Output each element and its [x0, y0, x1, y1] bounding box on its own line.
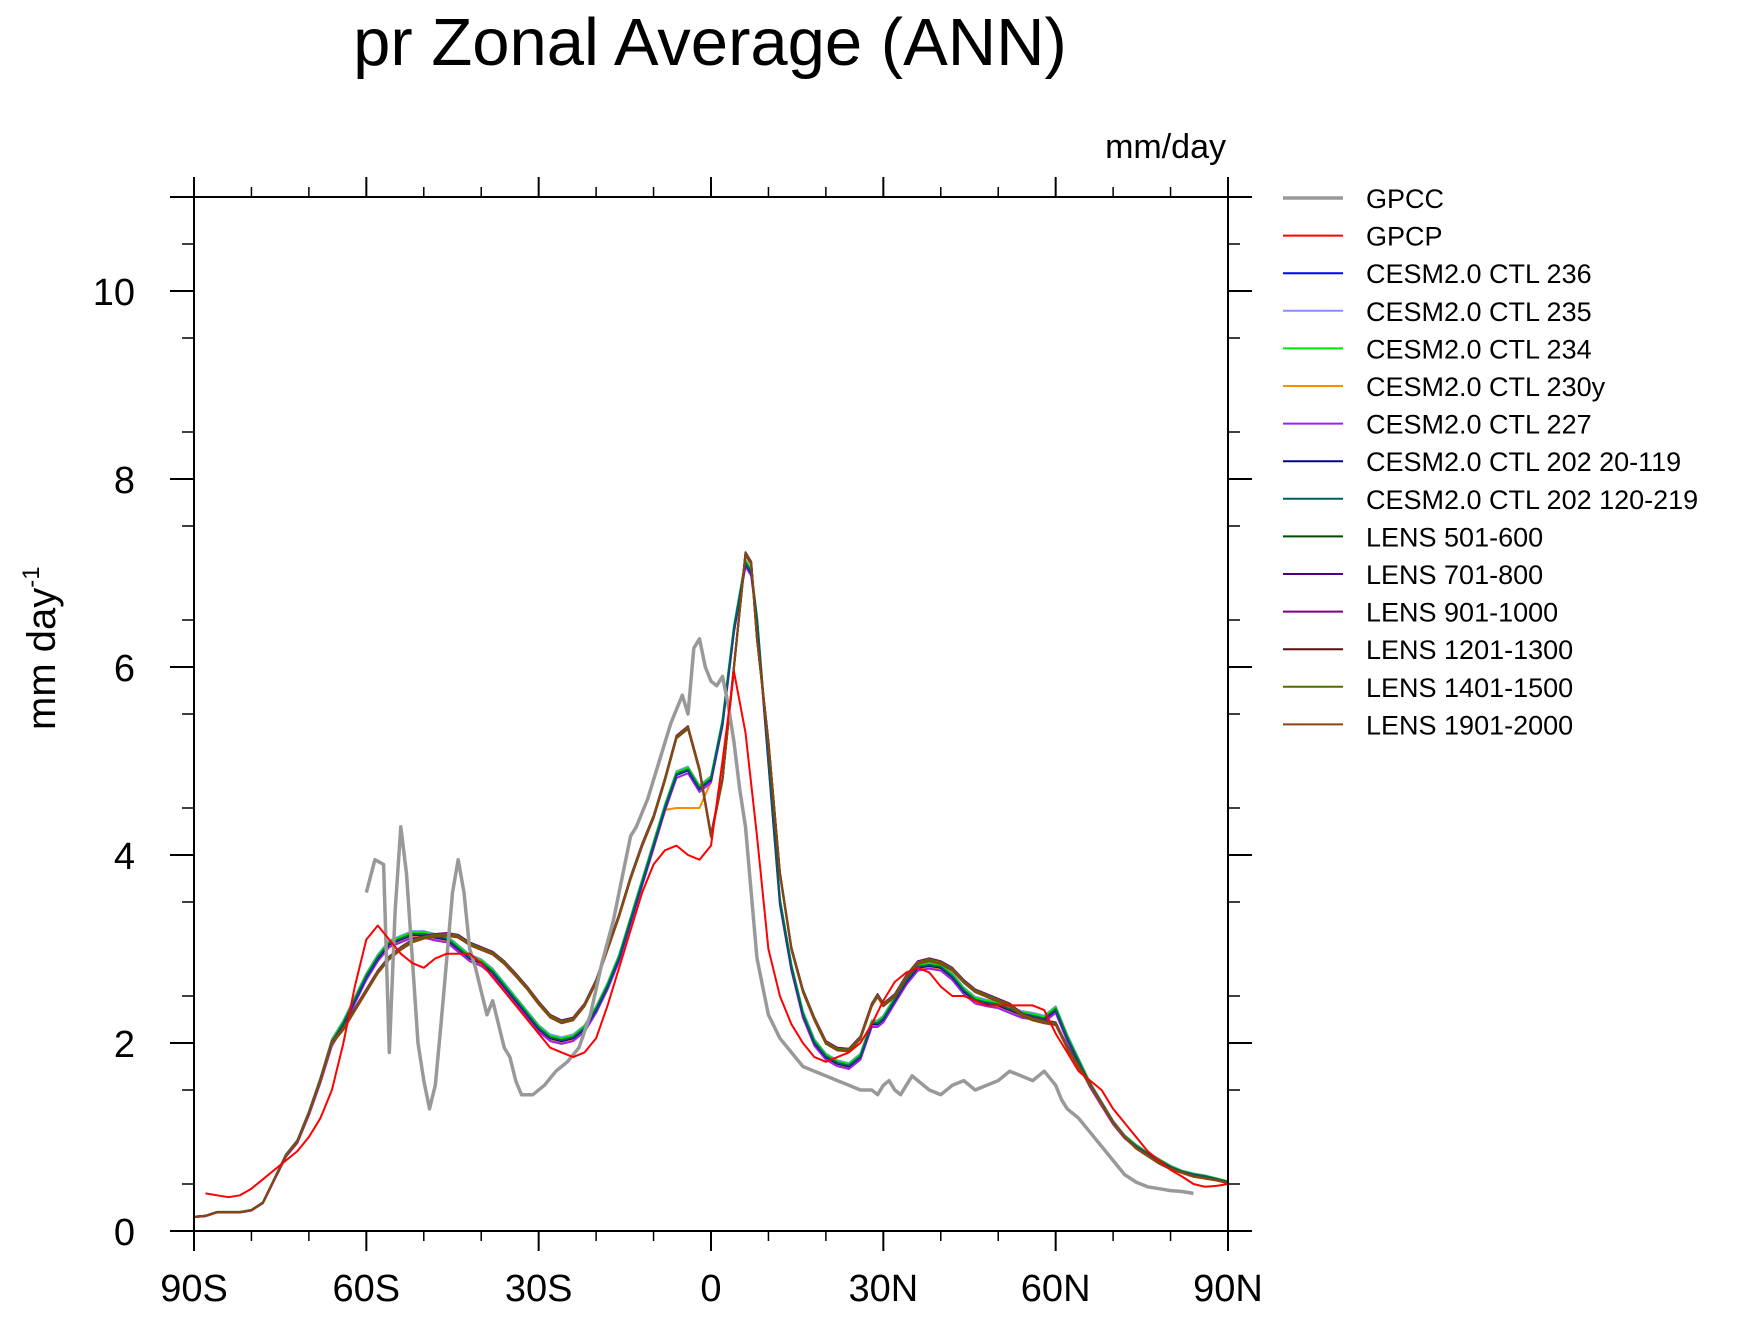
- series-line: [194, 564, 1228, 1218]
- legend-label: CESM2.0 CTL 236: [1366, 259, 1592, 289]
- plot-frame: [193, 196, 1229, 1232]
- legend-label: LENS 1401-1500: [1366, 673, 1573, 703]
- series-line: [194, 560, 1228, 1218]
- series-lines: [194, 551, 1228, 1219]
- legend-label: GPCC: [1366, 184, 1444, 214]
- x-tick-label: 90S: [160, 1268, 228, 1310]
- x-tick-label: 30N: [848, 1268, 918, 1310]
- tick-marks: [170, 177, 1252, 1251]
- x-tick-label: 60N: [1021, 1268, 1091, 1310]
- legend-label: CESM2.0 CTL 202 120-219: [1366, 485, 1698, 515]
- legend-label: CESM2.0 CTL 227: [1366, 410, 1592, 440]
- legend: GPCC GPCP CESM2.0 CTL 236 CESM2.0 CTL 235 CE…: [1283, 184, 1698, 740]
- series-line: [194, 562, 1228, 1218]
- y-tick-label: 10: [93, 272, 135, 314]
- legend-label: CESM2.0 CTL 234: [1366, 334, 1592, 364]
- series-line: [194, 565, 1228, 1219]
- legend-label: CESM2.0 CTL 235: [1366, 297, 1592, 327]
- legend-label: LENS 1201-1300: [1366, 635, 1573, 665]
- tick-labels: 90S 60S 30S 0 30N 60N 90N 0 2 4 6 8 10: [93, 272, 1263, 1310]
- y-axis-label-exponent: -1: [18, 566, 45, 587]
- series-line: [194, 551, 1228, 1218]
- series-line: [194, 559, 1228, 1218]
- x-tick-label: 0: [700, 1268, 721, 1310]
- chart-title: pr Zonal Average (ANN): [353, 5, 1067, 80]
- series-line: [194, 553, 1228, 1218]
- series-line: [194, 561, 1228, 1218]
- x-tick-label: 90N: [1193, 1268, 1263, 1310]
- y-tick-label: 2: [114, 1024, 135, 1066]
- legend-label: LENS 701-800: [1366, 560, 1543, 590]
- series-line: [194, 553, 1228, 1218]
- series-line: [194, 554, 1228, 1218]
- y-axis-label: mm day-1: [18, 566, 64, 730]
- legend-label: LENS 1901-2000: [1366, 710, 1573, 740]
- legend-label: LENS 901-1000: [1366, 598, 1558, 628]
- series-line: [205, 670, 1228, 1199]
- series-line: [194, 552, 1228, 1218]
- y-tick-label: 4: [114, 836, 135, 878]
- legend-label: LENS 501-600: [1366, 522, 1543, 552]
- x-tick-label: 60S: [333, 1268, 401, 1310]
- legend-label: GPCP: [1366, 222, 1443, 252]
- y-tick-label: 8: [114, 460, 135, 502]
- y-tick-label: 0: [114, 1212, 135, 1254]
- x-tick-label: 30S: [505, 1268, 573, 1310]
- legend-label: CESM2.0 CTL 230y: [1366, 372, 1606, 402]
- series-line: [364, 637, 1194, 1196]
- y-tick-label: 6: [114, 648, 135, 690]
- units-label: mm/day: [1105, 128, 1226, 166]
- series-line: [194, 552, 1228, 1218]
- y-axis-label-base: mm day: [20, 588, 64, 730]
- legend-label: CESM2.0 CTL 202 20-119: [1366, 447, 1681, 477]
- series-line: [194, 558, 1228, 1218]
